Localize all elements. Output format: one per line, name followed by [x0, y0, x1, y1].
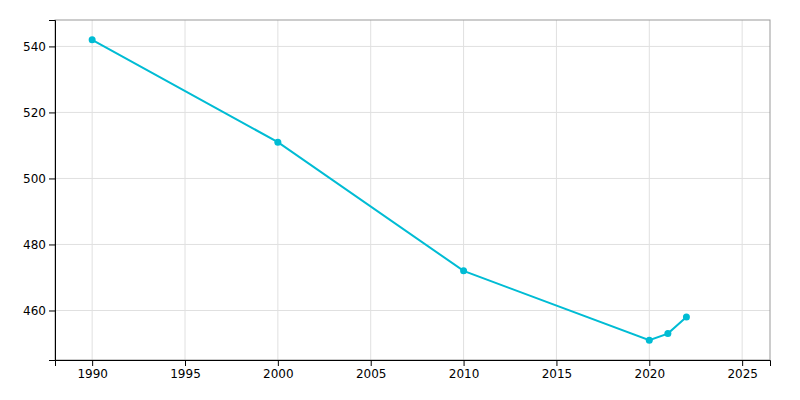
grid	[55, 20, 770, 360]
tick-label: 540	[23, 40, 46, 54]
point	[683, 314, 690, 321]
tick-mark	[49, 310, 55, 311]
grid-line	[185, 20, 186, 360]
tick-mark	[185, 360, 186, 366]
tick: 540	[23, 40, 55, 54]
tick-mark	[278, 360, 279, 366]
tick-label: 2025	[727, 367, 758, 381]
tick-label: 2000	[263, 367, 294, 381]
grid-line	[649, 20, 650, 360]
tick-label: 2005	[356, 367, 387, 381]
grid-line	[370, 20, 371, 360]
tick: 500	[23, 172, 55, 186]
tick-label: 520	[23, 106, 46, 120]
point	[274, 139, 281, 146]
point	[664, 330, 671, 337]
tick-mark	[371, 360, 372, 366]
grid-line	[92, 20, 93, 360]
point	[646, 337, 653, 344]
tick: 1990	[77, 360, 108, 381]
grid-line	[55, 112, 770, 113]
grid-line	[277, 20, 278, 360]
grid-line	[55, 178, 770, 179]
point	[460, 267, 467, 274]
tick-mark	[49, 46, 55, 47]
y-axis: 460 480 500 520 540	[23, 21, 55, 361]
tick-label: 2010	[449, 367, 480, 381]
tick-label: 1995	[170, 367, 201, 381]
tick: 1995	[170, 360, 201, 381]
tick: 460	[23, 304, 55, 318]
tick: 2020	[635, 360, 666, 381]
tick: 2015	[542, 360, 573, 381]
tick: 2010	[449, 360, 480, 381]
tick-label: 500	[23, 172, 46, 186]
axis-line	[56, 361, 771, 367]
grid-line	[742, 20, 743, 360]
tick-mark	[464, 360, 465, 366]
tick-mark	[649, 360, 650, 366]
tick-label: 460	[23, 304, 46, 318]
axis-line	[49, 21, 56, 361]
x-axis: 1990 1995 2000 2005 2010 2015 2020 2025	[56, 360, 771, 381]
tick-label: 1990	[77, 367, 108, 381]
line	[92, 40, 686, 340]
tick-label: 480	[23, 238, 46, 252]
tick: 480	[23, 238, 55, 252]
grid-line	[463, 20, 464, 360]
tick-mark	[742, 360, 743, 366]
tick: 2000	[263, 360, 294, 381]
chart: 1990 1995 2000 2005 2010 2015 2020 2025 460 480 50…	[0, 0, 800, 400]
grid-line	[55, 244, 770, 245]
tick-mark	[49, 178, 55, 179]
grid-line	[556, 20, 557, 360]
tick: 2005	[356, 360, 387, 381]
tick-label: 2020	[635, 367, 666, 381]
tick: 520	[23, 106, 55, 120]
grid-line	[55, 46, 770, 47]
plot-frame	[55, 20, 770, 360]
grid-line	[55, 310, 770, 311]
series	[89, 36, 690, 343]
plot: 1990 1995 2000 2005 2010 2015 2020 2025 460 480 50…	[23, 20, 770, 381]
tick-mark	[556, 360, 557, 366]
tick-mark	[92, 360, 93, 366]
tick-mark	[49, 112, 55, 113]
tick: 2025	[727, 360, 758, 381]
tick-mark	[49, 244, 55, 245]
tick-label: 2015	[542, 367, 573, 381]
point	[89, 36, 96, 43]
